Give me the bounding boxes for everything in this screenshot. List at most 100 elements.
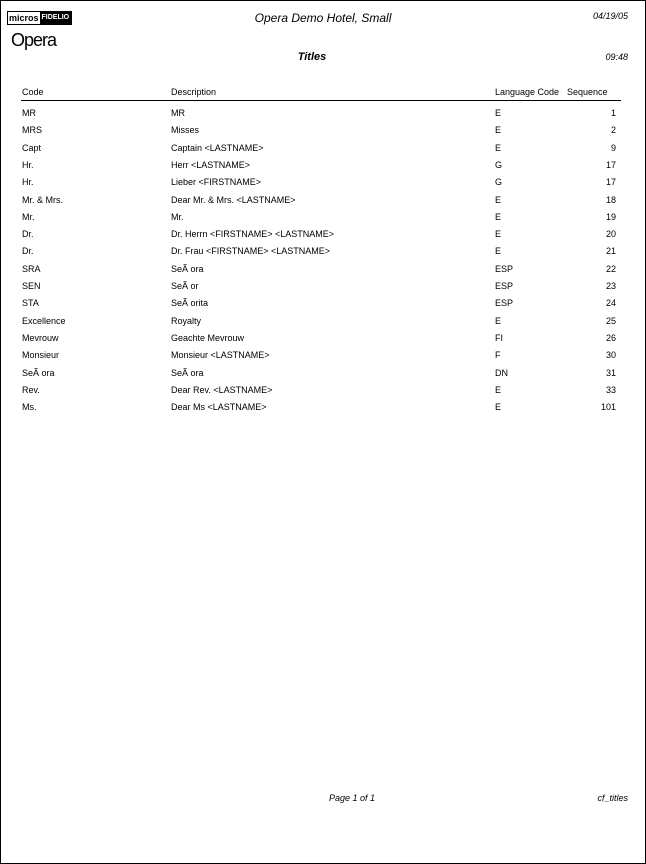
cell-description: Geachte Mevrouw [171,332,245,343]
cell-language: G [495,177,503,188]
cell-description: MR [171,108,185,118]
cell-description: Captain <LASTNAME> [171,142,264,153]
cell-code: Mr. & Mrs. [22,194,63,205]
cell-language: ESP [495,263,514,274]
table-row: MRS Misses E 2 [0,125,646,142]
cell-code: MRS [22,125,42,136]
cell-description: Monsieur <LASTNAME> [171,350,270,361]
cell-language: FI [495,332,503,343]
cell-code: Excellence [22,315,66,326]
cell-sequence: 2 [610,125,616,136]
column-header-code: Code [22,87,44,97]
cell-sequence: 17 [605,177,616,188]
cell-sequence: 18 [605,194,616,205]
table-row: Monsieur Monsieur <LASTNAME> F 30 [0,350,646,367]
cell-code: Hr. [22,177,34,188]
cell-sequence: 22 [605,263,616,274]
cell-code: SRA [22,263,41,274]
cell-description: SeÃ or [171,281,199,291]
cell-description: SeÃ orita [171,298,209,309]
cell-description: SeÃ ora [171,367,204,378]
table-row: Capt Captain <LASTNAME> E 9 [0,143,646,160]
cell-sequence: 24 [605,298,616,309]
cell-sequence: 26 [605,332,616,343]
cell-sequence: 19 [605,211,616,222]
cell-language: E [495,315,502,326]
cell-language: ESP [495,281,514,291]
cell-language: E [495,194,502,205]
cell-language: E [495,108,502,118]
table-row: Hr. Herr <LASTNAME> G 17 [0,160,646,177]
cell-sequence: 17 [605,159,616,170]
table-row: Excellence Royalty E 25 [0,316,646,333]
cell-code: Monsieur [22,350,60,361]
cell-description: Mr. [171,211,184,222]
cell-language: E [495,402,502,413]
table-row: Mr. Mr. E 19 [0,212,646,229]
table-row: Mr. & Mrs. Dear Mr. & Mrs. <LASTNAME> E 18 [0,195,646,212]
cell-code: Dr. [22,246,34,257]
cell-code: STA [22,298,39,309]
hotel-name: Opera Demo Hotel, Small [254,11,392,25]
column-header-language: Language Code [495,87,560,97]
cell-description: Dr. Frau <FIRSTNAME> <LASTNAME> [171,246,331,257]
cell-sequence: 21 [605,246,616,257]
cell-code: Mr. [22,211,35,222]
cell-language: E [495,246,502,257]
column-header-description: Description [171,87,217,97]
cell-sequence: 20 [605,229,616,240]
cell-sequence: 9 [610,142,616,153]
cell-description: Dear Ms <LASTNAME> [171,402,267,413]
cell-code: SEN [22,281,41,291]
cell-sequence: 101 [600,402,616,413]
cell-code: Ms. [22,402,37,413]
cell-language: F [495,350,501,361]
cell-code: Dr. [22,229,34,240]
column-header-sequence: Sequence [567,87,608,97]
cell-code: Hr. [22,159,34,170]
table-row: SRA SeÃ ora ESP 22 [0,264,646,281]
header-divider [21,100,621,101]
table-row: Dr. Dr. Herrn <FIRSTNAME> <LASTNAME> E 20 [0,229,646,246]
cell-description: SeÃ ora [171,263,204,274]
cell-code: SeÃ ora [22,367,55,378]
cell-description: Herr <LASTNAME> [171,159,251,170]
table-row: STA SeÃ orita ESP 24 [0,298,646,315]
cell-language: ESP [495,298,514,309]
cell-sequence: 30 [605,350,616,361]
cell-code: MR [22,108,36,118]
cell-language: E [495,384,502,395]
table-row: Rev. Dear Rev. <LASTNAME> E 33 [0,385,646,402]
cell-description: Dr. Herrn <FIRSTNAME> <LASTNAME> [171,229,335,240]
cell-language: E [495,142,502,153]
cell-sequence: 23 [605,281,616,291]
report-title: Titles [297,51,327,63]
table-row: Mevrouw Geachte Mevrouw FI 26 [0,333,646,350]
table-row: MR MR E 1 [0,108,646,125]
report-name: cf_titles [597,793,628,803]
table-row: SeÃ ora SeÃ ora DN 31 [0,368,646,385]
page-number: Page 1 of 1 [329,793,376,803]
cell-description: Dear Rev. <LASTNAME> [171,384,273,395]
table-row: Hr. Lieber <FIRSTNAME> G 17 [0,177,646,194]
cell-sequence: 33 [605,384,616,395]
table-row: SEN SeÃ or ESP 23 [0,281,646,298]
cell-language: E [495,229,502,240]
cell-sequence: 1 [610,108,616,118]
cell-language: E [495,211,502,222]
report-time: 09:48 [605,52,628,62]
table-row: Dr. Dr. Frau <FIRSTNAME> <LASTNAME> E 21 [0,246,646,263]
cell-description: Misses [171,125,200,136]
opera-logo: Opera [11,30,57,50]
cell-language: E [495,125,502,136]
cell-sequence: 25 [605,315,616,326]
cell-language: G [495,159,503,170]
cell-code: Capt [22,142,42,153]
cell-code: Rev. [22,384,40,395]
report-date: 04/19/05 [592,11,628,21]
cell-sequence: 31 [605,367,616,378]
micros-fidelio-logo: micros FIDELIO [7,11,73,25]
table-row: Ms. Dear Ms <LASTNAME> E 101 [0,402,646,419]
cell-code: Mevrouw [22,332,59,343]
cell-description: Lieber <FIRSTNAME> [171,177,262,188]
